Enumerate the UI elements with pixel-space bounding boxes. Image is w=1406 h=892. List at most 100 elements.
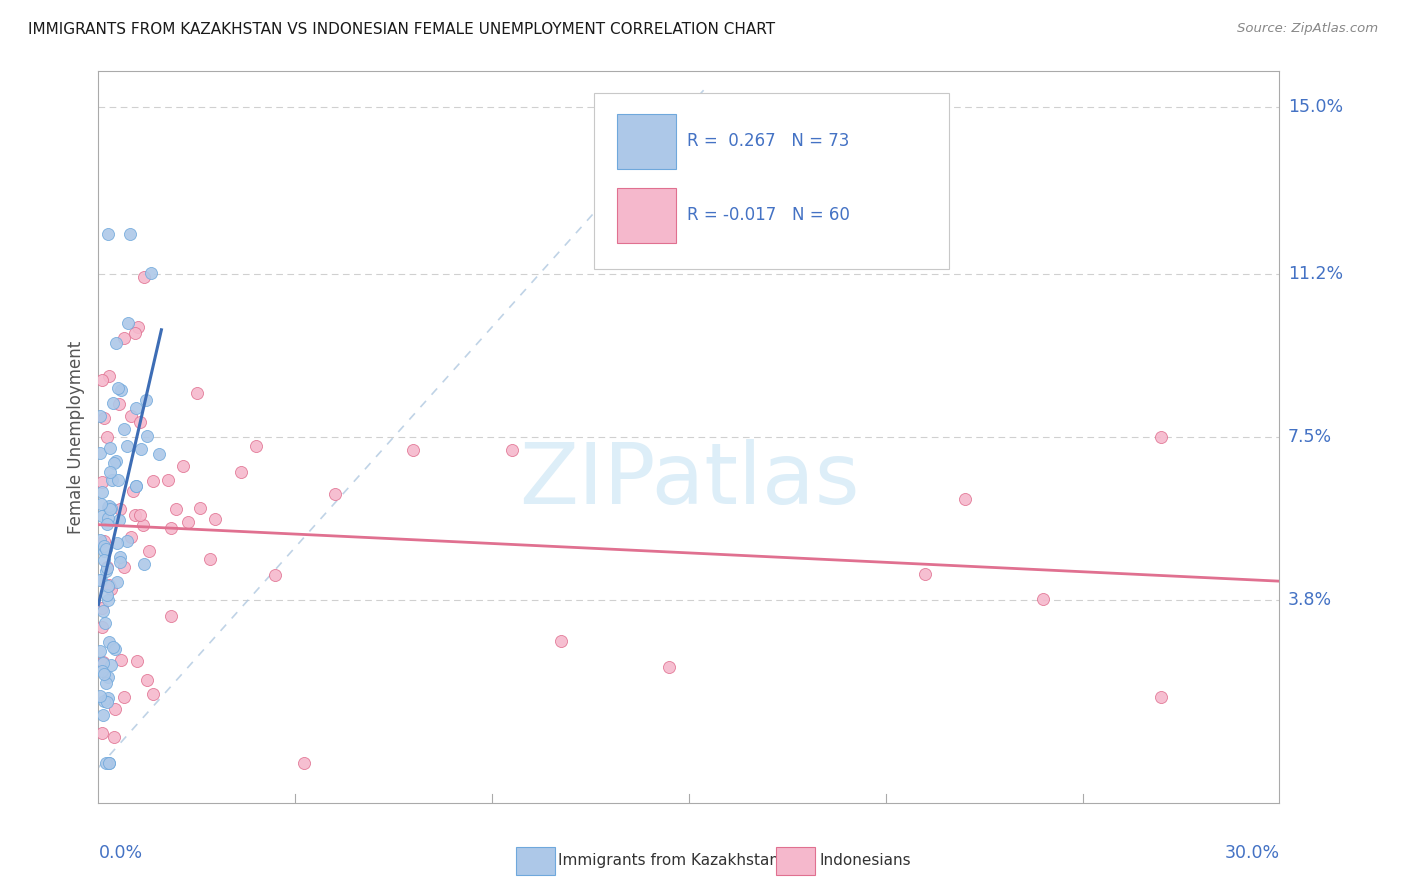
- Point: [98, 465, 121, 479]
- Point: [132, 557, 155, 571]
- Y-axis label: Female Unemployment: Female Unemployment: [66, 341, 84, 533]
- Point: [245, 439, 267, 453]
- Point: [188, 500, 211, 515]
- Point: [110, 550, 132, 565]
- Point: [90, 573, 112, 587]
- Point: [101, 396, 124, 410]
- Point: [93, 410, 115, 425]
- Point: [98, 502, 121, 516]
- Point: [129, 442, 152, 456]
- Point: [132, 518, 155, 533]
- Point: [136, 673, 159, 688]
- Point: [402, 443, 425, 458]
- Point: [112, 422, 135, 436]
- Point: [104, 642, 127, 657]
- Point: [94, 676, 117, 690]
- Point: [124, 508, 146, 522]
- Text: 0.0%: 0.0%: [98, 845, 142, 863]
- Point: [104, 335, 127, 350]
- Point: [97, 592, 120, 607]
- Text: R = -0.017   N = 60: R = -0.017 N = 60: [686, 206, 849, 225]
- Text: R =  0.267   N = 73: R = 0.267 N = 73: [686, 132, 849, 150]
- Point: [89, 644, 111, 658]
- Point: [91, 484, 114, 499]
- Point: [953, 492, 976, 507]
- Point: [98, 441, 121, 455]
- Point: [93, 539, 115, 553]
- Point: [96, 430, 118, 444]
- Point: [91, 726, 114, 740]
- Text: Immigrants from Kazakhstan: Immigrants from Kazakhstan: [558, 854, 779, 868]
- Point: [97, 691, 120, 706]
- Point: [1032, 592, 1054, 607]
- Point: [97, 579, 120, 593]
- Point: [98, 499, 121, 513]
- Point: [120, 530, 142, 544]
- Point: [129, 415, 152, 429]
- Point: [148, 447, 170, 461]
- Point: [91, 475, 114, 489]
- Point: [96, 589, 118, 603]
- Point: [115, 534, 138, 549]
- Point: [105, 574, 128, 589]
- Point: [100, 582, 122, 596]
- Point: [914, 567, 936, 582]
- Point: [141, 266, 163, 280]
- Text: Source: ZipAtlas.com: Source: ZipAtlas.com: [1237, 22, 1378, 36]
- Point: [101, 473, 124, 487]
- Point: [98, 756, 121, 771]
- Point: [104, 702, 127, 716]
- Point: [186, 386, 208, 401]
- Point: [91, 509, 114, 524]
- Point: [264, 568, 287, 582]
- Point: [117, 316, 139, 330]
- Point: [136, 428, 159, 442]
- Text: 11.2%: 11.2%: [1288, 265, 1343, 283]
- Point: [501, 443, 523, 458]
- Point: [103, 456, 125, 470]
- Point: [97, 756, 120, 771]
- Point: [124, 326, 146, 341]
- Point: [110, 653, 132, 667]
- Point: [125, 478, 148, 492]
- Point: [110, 384, 132, 398]
- Point: [107, 473, 129, 487]
- FancyBboxPatch shape: [595, 94, 949, 268]
- Point: [108, 555, 131, 569]
- Point: [142, 687, 165, 701]
- Text: 3.8%: 3.8%: [1288, 591, 1331, 609]
- Point: [93, 694, 115, 708]
- Point: [98, 635, 121, 649]
- Text: 7.5%: 7.5%: [1288, 428, 1331, 446]
- Point: [91, 656, 114, 670]
- Point: [96, 695, 118, 709]
- Point: [112, 690, 135, 704]
- Point: [550, 634, 572, 648]
- Point: [100, 658, 122, 673]
- Point: [97, 368, 120, 383]
- Point: [93, 708, 115, 723]
- Point: [97, 511, 120, 525]
- Point: [292, 756, 315, 771]
- Point: [142, 474, 165, 488]
- Point: [89, 689, 111, 703]
- Point: [89, 445, 111, 459]
- Point: [129, 508, 152, 522]
- Point: [121, 409, 143, 423]
- Point: [108, 501, 131, 516]
- Point: [160, 521, 183, 535]
- Point: [100, 500, 122, 515]
- Point: [91, 373, 114, 387]
- Point: [90, 497, 112, 511]
- Point: [658, 660, 681, 674]
- Point: [96, 516, 118, 531]
- Point: [107, 381, 129, 395]
- Point: [1150, 430, 1173, 444]
- Point: [118, 227, 141, 242]
- Point: [156, 473, 179, 487]
- Point: [97, 500, 120, 515]
- Point: [96, 670, 118, 684]
- Point: [107, 397, 129, 411]
- Point: [91, 604, 114, 618]
- Point: [93, 544, 115, 558]
